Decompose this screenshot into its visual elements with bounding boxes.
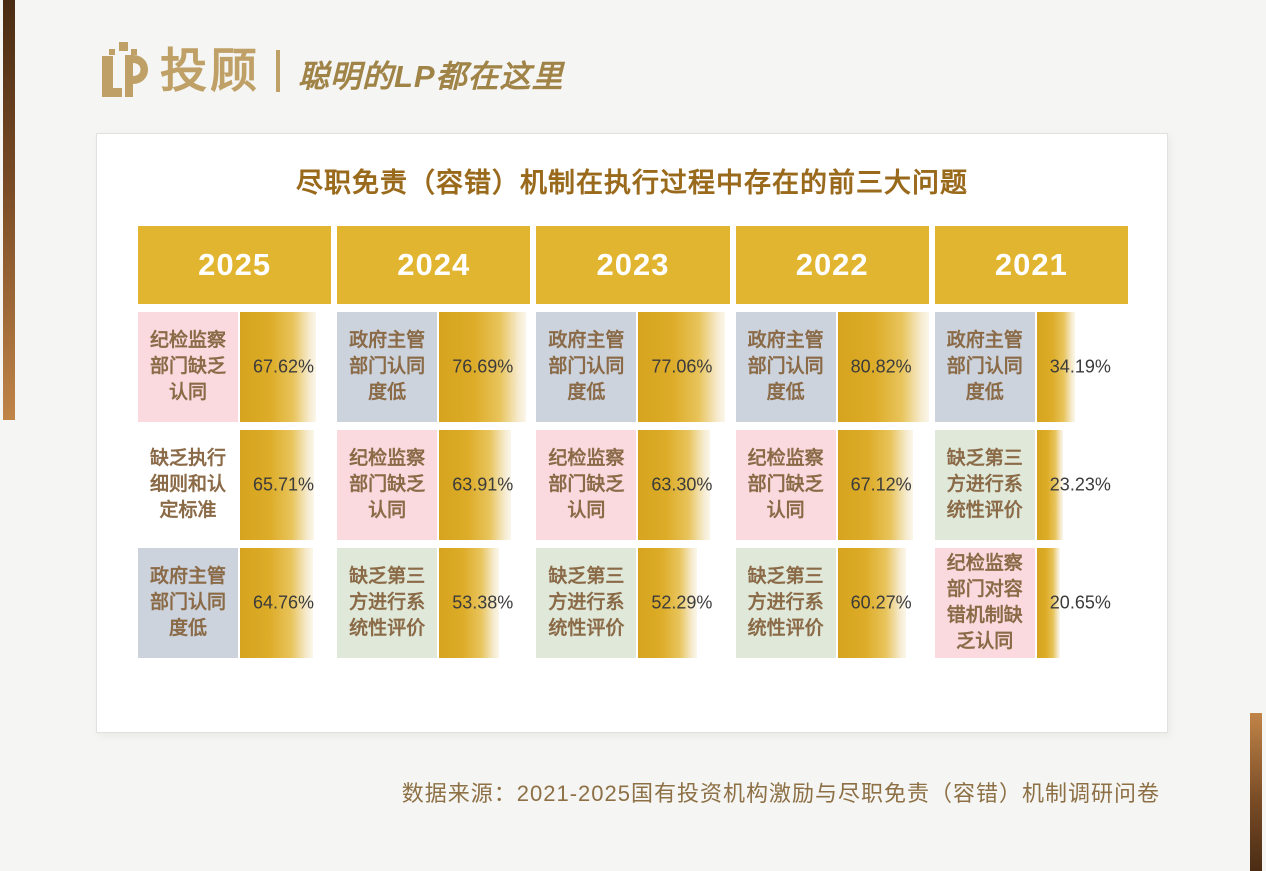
problem-row: 政府主管部门认同度低 76.69% bbox=[337, 312, 530, 422]
problem-label: 缺乏执行细则和认定标准 bbox=[138, 430, 238, 540]
value-label: 20.65% bbox=[1049, 592, 1111, 613]
problem-label: 政府主管部门认同度低 bbox=[138, 548, 238, 658]
bar-track: 53.38% bbox=[439, 548, 530, 658]
lp-logo-icon bbox=[94, 42, 152, 100]
value-label: 76.69% bbox=[452, 356, 514, 377]
value-bar bbox=[837, 312, 929, 422]
problem-label: 纪检监察部门缺乏认同 bbox=[337, 430, 438, 540]
problem-row: 纪检监察部门缺乏认同 63.91% bbox=[337, 430, 530, 540]
brand-header: 投顾 聪明的LP都在这里 bbox=[94, 42, 564, 100]
year-header: 2021 bbox=[934, 226, 1128, 304]
problem-row: 纪检监察部门缺乏认同 67.12% bbox=[735, 430, 929, 540]
data-source-note: 数据来源：2021-2025国有投资机构激励与尽职免责（容错）机制调研问卷 bbox=[401, 781, 1160, 806]
value-label: 52.29% bbox=[651, 592, 713, 613]
problem-label: 纪检监察部门缺乏认同 bbox=[138, 312, 238, 422]
bar-track: 77.06% bbox=[638, 312, 729, 422]
value-label: 34.19% bbox=[1049, 356, 1111, 377]
bar-track: 76.69% bbox=[439, 312, 530, 422]
brand-tagline: 聪明的LP都在这里 bbox=[298, 58, 564, 94]
year-header: 2024 bbox=[337, 226, 531, 304]
bar-track: 67.12% bbox=[837, 430, 929, 540]
value-bar bbox=[638, 548, 698, 658]
value-bar bbox=[439, 548, 500, 658]
problem-row: 纪检监察部门缺乏认同 63.30% bbox=[536, 430, 729, 540]
value-label: 23.23% bbox=[1049, 474, 1111, 495]
brand-divider bbox=[276, 50, 280, 92]
problem-row: 缺乏第三方进行系统性评价 23.23% bbox=[934, 430, 1128, 540]
value-bar bbox=[837, 430, 914, 540]
value-label: 80.82% bbox=[850, 356, 912, 377]
problem-label: 政府主管部门认同度低 bbox=[536, 312, 637, 422]
problem-row: 政府主管部门认同度低 34.19% bbox=[934, 312, 1128, 422]
problem-row: 纪检监察部门对容错机制缺乏认同 20.65% bbox=[934, 548, 1128, 658]
bar-track: 63.30% bbox=[638, 430, 729, 540]
value-label: 63.91% bbox=[452, 474, 514, 495]
value-label: 63.30% bbox=[651, 474, 713, 495]
problem-label: 缺乏第三方进行系统性评价 bbox=[934, 430, 1035, 540]
chart-panel: 尽职免责（容错）机制在执行过程中存在的前三大问题 2025 纪检监察部门缺乏认同 6… bbox=[96, 133, 1168, 733]
problem-row: 纪检监察部门缺乏认同 67.62% bbox=[138, 312, 331, 422]
bar-track: 65.71% bbox=[240, 430, 331, 540]
bar-track: 63.91% bbox=[439, 430, 530, 540]
year-column-2021: 2021 政府主管部门认同度低 34.19% 缺乏第三方进行系统性评价 23.23% 纪检… bbox=[934, 226, 1128, 658]
brand-logo-text: 投顾 bbox=[160, 44, 260, 97]
value-label: 67.62% bbox=[253, 356, 315, 377]
value-bar bbox=[1036, 312, 1076, 422]
problem-label: 纪检监察部门对容错机制缺乏认同 bbox=[934, 548, 1035, 658]
bar-track: 67.62% bbox=[240, 312, 331, 422]
chart-title: 尽职免责（容错）机制在执行过程中存在的前三大问题 bbox=[296, 168, 968, 198]
bar-track: 52.29% bbox=[638, 548, 729, 658]
problem-label: 纪检监察部门缺乏认同 bbox=[536, 430, 637, 540]
left-edge-decoration bbox=[3, 0, 15, 420]
problem-row: 缺乏执行细则和认定标准 65.71% bbox=[138, 430, 331, 540]
value-bar bbox=[439, 430, 512, 540]
chart-grid: 2025 纪检监察部门缺乏认同 67.62% 缺乏执行细则和认定标准 65.71% 政府主… bbox=[138, 226, 1128, 658]
problem-row: 缺乏第三方进行系统性评价 52.29% bbox=[536, 548, 729, 658]
value-bar bbox=[439, 312, 526, 422]
value-label: 65.71% bbox=[253, 474, 315, 495]
bar-track: 80.82% bbox=[837, 312, 929, 422]
problem-label: 缺乏第三方进行系统性评价 bbox=[536, 548, 637, 658]
value-bar bbox=[1036, 430, 1063, 540]
value-label: 67.12% bbox=[850, 474, 912, 495]
value-label: 53.38% bbox=[452, 592, 514, 613]
bar-track: 20.65% bbox=[1036, 548, 1128, 658]
value-bar bbox=[240, 430, 315, 540]
value-label: 77.06% bbox=[651, 356, 713, 377]
year-header: 2022 bbox=[735, 226, 929, 304]
year-column-2025: 2025 纪检监察部门缺乏认同 67.62% 缺乏执行细则和认定标准 65.71% 政府主… bbox=[138, 226, 332, 658]
value-bar bbox=[638, 312, 726, 422]
year-header: 2023 bbox=[536, 226, 730, 304]
problem-label: 政府主管部门认同度低 bbox=[337, 312, 438, 422]
year-column-2023: 2023 政府主管部门认同度低 77.06% 纪检监察部门缺乏认同 63.30% 缺乏第三… bbox=[536, 226, 730, 658]
year-column-2024: 2024 政府主管部门认同度低 76.69% 纪检监察部门缺乏认同 63.91% 缺乏第三… bbox=[337, 226, 531, 658]
value-bar bbox=[638, 430, 710, 540]
problem-label: 政府主管部门认同度低 bbox=[934, 312, 1035, 422]
bar-track: 60.27% bbox=[837, 548, 929, 658]
value-label: 64.76% bbox=[253, 592, 315, 613]
value-label: 60.27% bbox=[850, 592, 912, 613]
year-header: 2025 bbox=[138, 226, 332, 304]
value-bar bbox=[837, 548, 906, 658]
problem-row: 政府主管部门认同度低 77.06% bbox=[536, 312, 729, 422]
problem-label: 政府主管部门认同度低 bbox=[735, 312, 836, 422]
problem-row: 缺乏第三方进行系统性评价 60.27% bbox=[735, 548, 929, 658]
problem-label: 纪检监察部门缺乏认同 bbox=[735, 430, 836, 540]
problem-row: 政府主管部门认同度低 80.82% bbox=[735, 312, 929, 422]
problem-label: 缺乏第三方进行系统性评价 bbox=[735, 548, 836, 658]
bar-track: 64.76% bbox=[240, 548, 331, 658]
bar-track: 23.23% bbox=[1036, 430, 1128, 540]
problem-label: 缺乏第三方进行系统性评价 bbox=[337, 548, 438, 658]
value-bar bbox=[1036, 548, 1061, 658]
problem-row: 缺乏第三方进行系统性评价 53.38% bbox=[337, 548, 530, 658]
problem-row: 政府主管部门认同度低 64.76% bbox=[138, 548, 331, 658]
year-column-2022: 2022 政府主管部门认同度低 80.82% 纪检监察部门缺乏认同 67.12% 缺乏第三… bbox=[735, 226, 929, 658]
value-bar bbox=[240, 312, 317, 422]
value-bar bbox=[240, 548, 314, 658]
right-edge-decoration bbox=[1250, 713, 1262, 871]
bar-track: 34.19% bbox=[1036, 312, 1128, 422]
